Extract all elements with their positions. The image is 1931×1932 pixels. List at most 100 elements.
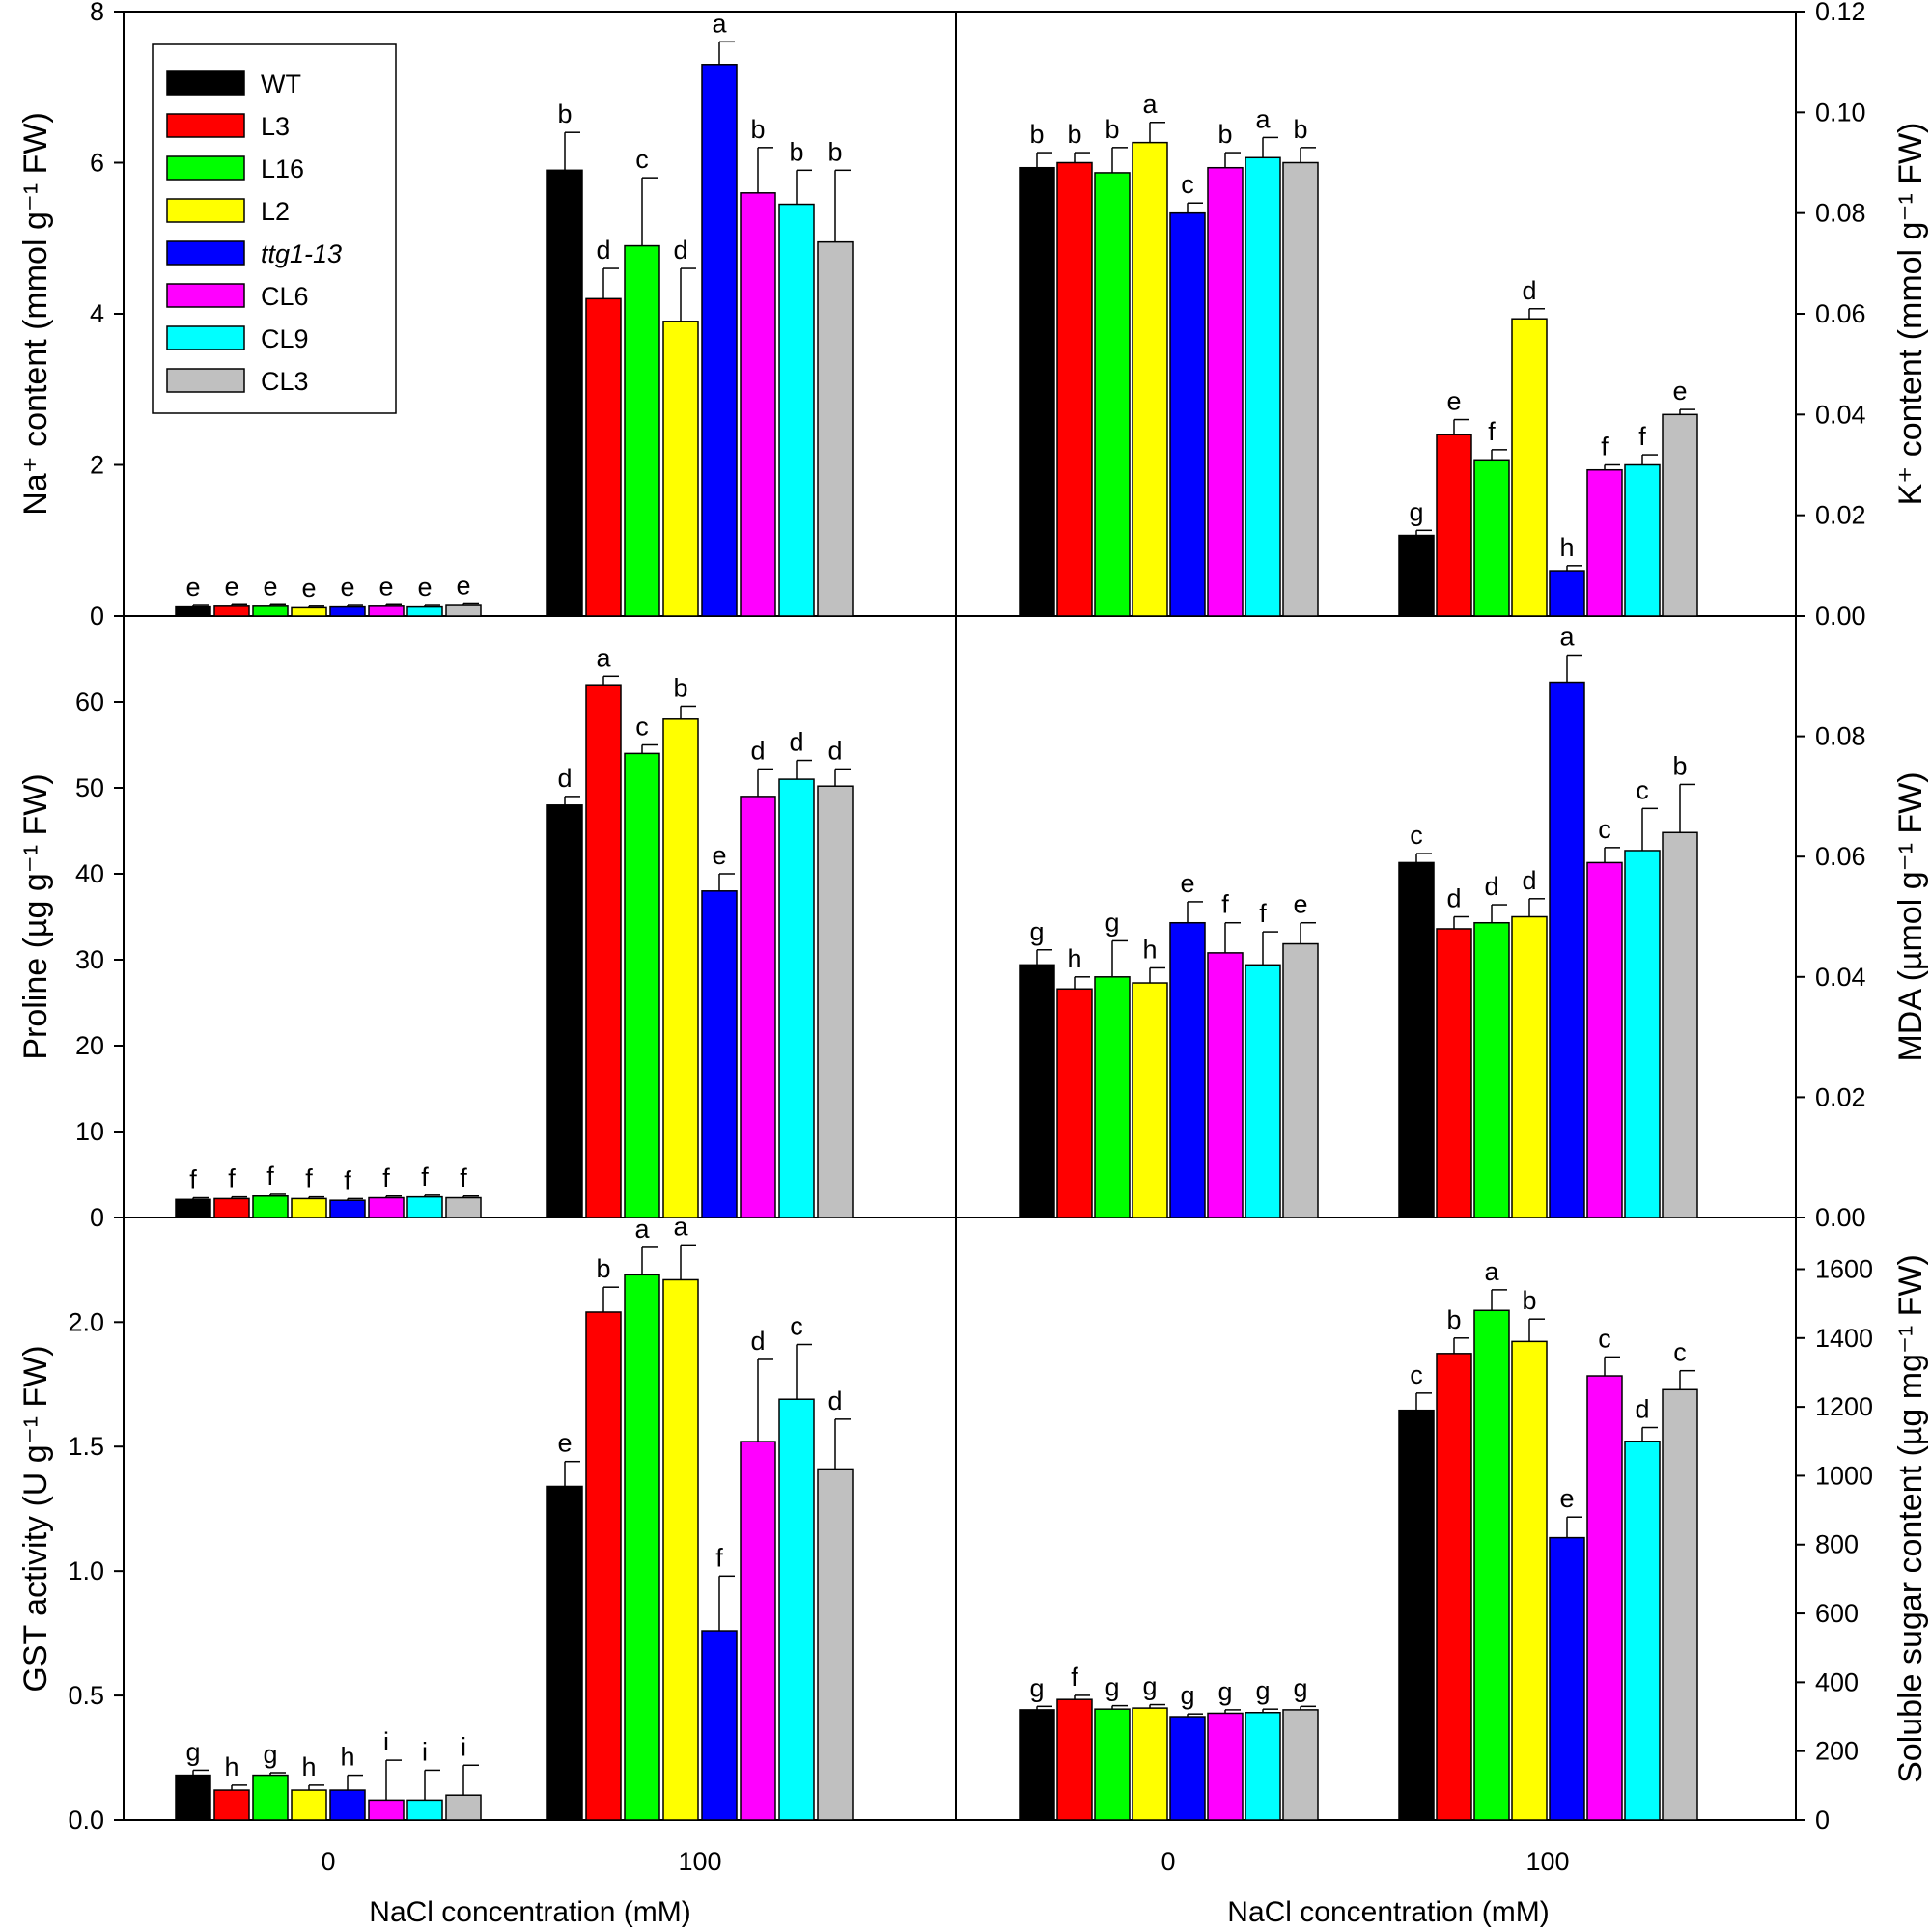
significance-letter: g — [1105, 908, 1119, 937]
significance-letter: f — [266, 1162, 274, 1190]
significance-letter: e — [1293, 890, 1307, 919]
y-tick-label: 20 — [75, 1031, 104, 1060]
significance-letter: e — [263, 572, 277, 601]
y-tick-label: 1000 — [1815, 1461, 1873, 1490]
bar-proline-100-ttg1-13 — [701, 890, 738, 1218]
bar-k-0-CL6 — [1207, 166, 1244, 617]
y-tick-label: 30 — [75, 945, 104, 974]
significance-letter: b — [1217, 120, 1232, 149]
significance-letter: a — [596, 643, 611, 672]
bar-proline-100-CL6 — [740, 796, 776, 1218]
significance-letter: i — [422, 1737, 428, 1766]
y-tick-label: 0.04 — [1815, 963, 1866, 992]
bar-na-0-L2 — [291, 606, 327, 617]
significance-letter: f — [1259, 899, 1267, 928]
legend-label: CL6 — [261, 282, 309, 311]
y-axis-k: 0.00 0.02 0.04 0.06 0.08 0.10 0.12 K⁺ content (… — [1796, 0, 1929, 630]
bar-gst-100-CL6 — [740, 1441, 776, 1821]
significance-letter: c — [1410, 821, 1423, 850]
x-axis-title-right: NaCl concentration (mM) — [1227, 1896, 1549, 1928]
y-axis-mda: 0.00 0.02 0.04 0.06 0.08 MDA (µmol g⁻¹ FW) — [1796, 722, 1929, 1232]
significance-letter: e — [456, 571, 470, 600]
bar-mda-0-L16 — [1094, 976, 1131, 1218]
significance-letter: b — [789, 137, 803, 166]
significance-letter: b — [557, 99, 572, 128]
significance-letter: d — [750, 736, 765, 765]
y-tick-label: 1.0 — [68, 1556, 104, 1585]
bar-na-0-L16 — [252, 605, 289, 617]
legend-swatch — [166, 70, 245, 96]
bar-mda-0-ttg1-13 — [1169, 921, 1206, 1218]
bar-sugar-0-WT — [1019, 1709, 1055, 1821]
significance-letter: f — [460, 1163, 467, 1192]
significance-letter: d — [557, 764, 572, 793]
y-tick-label: 0 — [1815, 1806, 1830, 1834]
bar-k-0-CL9 — [1245, 156, 1281, 617]
significance-letter: b — [827, 137, 842, 166]
bar-gst-100-L2 — [662, 1278, 699, 1821]
bar-proline-0-CL6 — [368, 1196, 405, 1218]
y-tick-label: 8 — [90, 0, 104, 26]
y-tick-label: 0.12 — [1815, 0, 1866, 26]
significance-letter: a — [1484, 1257, 1499, 1286]
significance-letter: d — [789, 728, 803, 757]
legend-label: L16 — [261, 154, 304, 183]
bar-mda-0-L3 — [1056, 988, 1093, 1218]
bar-sugar-100-CL9 — [1624, 1441, 1661, 1821]
bar-k-0-ttg1-13 — [1169, 211, 1206, 617]
legend-label: L2 — [261, 197, 290, 226]
outer-frame — [123, 11, 1797, 1821]
significance-letter: f — [228, 1164, 236, 1193]
bar-sugar-0-L16 — [1094, 1708, 1131, 1821]
y-tick-label: 0.0 — [68, 1806, 104, 1834]
significance-letter: b — [1105, 115, 1119, 144]
significance-letter: c — [1673, 1338, 1687, 1367]
y-axis-title-mda: MDA (µmol g⁻¹ FW) — [1892, 771, 1929, 1061]
significance-letter: b — [750, 115, 765, 144]
significance-letter: h — [1559, 533, 1574, 562]
y-tick-label: 10 — [75, 1117, 104, 1146]
bar-gst-0-ttg1-13 — [329, 1789, 366, 1821]
bar-sugar-100-L16 — [1473, 1309, 1510, 1821]
y-axis-gst: 0.0 0.5 1.0 1.5 2.0 GST activity (U g⁻¹ FW) — [17, 1307, 124, 1834]
significance-letter: f — [1638, 422, 1646, 451]
significance-letter: d — [1522, 866, 1536, 895]
legend-label: ttg1-13 — [261, 239, 342, 268]
significance-letter: e — [1446, 387, 1461, 416]
y-tick-label: 0.10 — [1815, 98, 1866, 126]
y-tick-label: 0 — [90, 1203, 104, 1232]
significance-letter: f — [715, 1543, 723, 1572]
significance-letter: a — [1255, 104, 1271, 133]
legend-label: WT — [261, 70, 301, 98]
legend-label: CL3 — [261, 367, 309, 396]
significance-letter: b — [1672, 751, 1687, 780]
bar-na-100-WT — [546, 169, 583, 617]
y-axis-na: 0 2 4 6 8 Na⁺ content (mmol g⁻¹ FW) — [17, 0, 124, 630]
significance-letter: g — [185, 1737, 200, 1766]
significance-letter: f — [1221, 890, 1229, 919]
bar-k-0-WT — [1019, 166, 1055, 617]
significance-letter: f — [305, 1164, 313, 1193]
significance-letter: c — [635, 145, 649, 174]
x-tick-label-left: 0 — [321, 1847, 335, 1876]
y-tick-label: 0.06 — [1815, 842, 1866, 871]
bar-mda-100-WT — [1398, 861, 1435, 1218]
significance-letter: c — [1181, 170, 1194, 199]
significance-letter: h — [224, 1752, 238, 1781]
bar-gst-0-CL6 — [368, 1799, 405, 1821]
y-tick-label: 0.02 — [1815, 1082, 1866, 1111]
y-tick-label: 200 — [1815, 1737, 1859, 1766]
y-axis-title-gst: GST activity (U g⁻¹ FW) — [17, 1345, 54, 1692]
significance-letter: c — [1410, 1360, 1423, 1389]
significance-letter: b — [1446, 1305, 1461, 1334]
bar-na-100-CL9 — [778, 203, 815, 617]
bar-mda-100-CL6 — [1586, 861, 1623, 1218]
bar-k-100-L3 — [1436, 434, 1472, 617]
significance-letter: g — [1180, 1681, 1194, 1710]
bar-proline-0-CL9 — [406, 1195, 443, 1218]
significance-letter: e — [378, 572, 393, 601]
significance-letter: i — [383, 1727, 389, 1756]
significance-letter: b — [1067, 120, 1081, 149]
significance-letter: f — [1071, 1663, 1078, 1692]
